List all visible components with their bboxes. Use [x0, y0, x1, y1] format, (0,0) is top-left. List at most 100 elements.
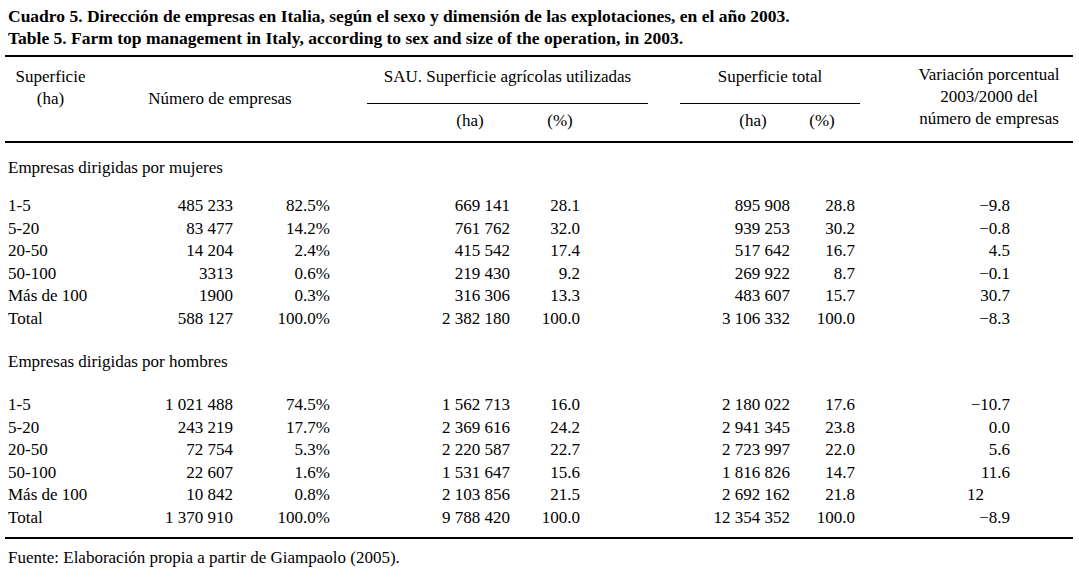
cell-value: 12 354 352 — [580, 508, 790, 528]
cell-value: 2 103 856 — [330, 485, 510, 505]
header-surface-line2: (ha) — [8, 88, 93, 110]
cell-value: 5.3% — [233, 440, 330, 460]
cell-value: 12 — [855, 485, 1010, 505]
cell-value: 243 219 — [140, 418, 233, 438]
row-label: Más de 100 — [8, 485, 140, 505]
cell-value: 22.0 — [790, 440, 855, 460]
header-surface-line1: Superficie — [8, 66, 93, 88]
cell-value: 219 430 — [330, 264, 510, 284]
cell-value: 11.6 — [855, 463, 1010, 483]
cell-value: 0.0 — [855, 418, 1010, 438]
table-row: Total1 370 910100.0%9 788 420 100.012 354… — [8, 508, 1010, 531]
cell-value: 483 607 — [580, 286, 790, 306]
cell-value: 100.0% — [233, 508, 330, 528]
cell-value: 16.7 — [790, 241, 855, 261]
table-body-men: 1-51 021 48874.5%1 562 71316.02 180 0221… — [8, 395, 1010, 531]
table-row: 5-20243 21917.7%2 369 61624.22 941 34523… — [8, 418, 1010, 441]
cell-value: 28.8 — [790, 196, 855, 216]
header-group-sau: SAU. Superficie agrícolas utilizadas — [367, 66, 648, 104]
row-label: 20-50 — [8, 440, 140, 460]
cell-value: 4.5 — [855, 241, 1010, 261]
table-row: 20-5072 7545.3%2 220 58722.72 723 99722.… — [8, 440, 1010, 463]
rule-top — [5, 55, 1073, 57]
row-label: 1-5 — [8, 395, 140, 415]
caption-line-spanish: Cuadro 5. Dirección de empresas en Itali… — [8, 5, 790, 27]
header-variation-line2: 2003/2000 del — [905, 86, 1073, 108]
cell-value: 1 370 910 — [140, 508, 233, 528]
cell-value: 9 788 420 — [330, 508, 510, 528]
header-variation-line3: número de empresas — [905, 108, 1073, 130]
cell-value: 2 692 162 — [580, 485, 790, 505]
cell-value: −0.1 — [855, 264, 1010, 284]
row-label: 50-100 — [8, 463, 140, 483]
cell-value: 14.7 — [790, 463, 855, 483]
cell-value: 2 382 180 — [330, 309, 510, 329]
rule-mid — [5, 141, 1073, 143]
cell-value: −8.9 — [855, 508, 1010, 528]
cell-value: 74.5% — [233, 395, 330, 415]
cell-value: 2.4% — [233, 241, 330, 261]
header-group-total-surface: Superficie total — [680, 66, 860, 104]
cell-value: 1 816 826 — [580, 463, 790, 483]
cell-value: 30.7 — [855, 286, 1010, 306]
source-note: Fuente: Elaboración propia a partir de G… — [8, 548, 400, 568]
cell-value: 30.2 — [790, 219, 855, 239]
cell-value: 939 253 — [580, 219, 790, 239]
table-row: 1-5485 23382.5%669 14128.1895 90828.8−9.… — [8, 196, 1010, 219]
cell-value: 1 021 488 — [140, 395, 233, 415]
cell-value: 21.5 — [510, 485, 580, 505]
cell-value: 2 220 587 — [330, 440, 510, 460]
row-label: 20-50 — [8, 241, 140, 261]
cell-value: 2 723 997 — [580, 440, 790, 460]
cell-value: 100.0 — [790, 508, 855, 528]
section-label-men: Empresas dirigidas por hombres — [8, 352, 228, 372]
row-label: Total — [8, 508, 140, 528]
cell-value: 32.0 — [510, 219, 580, 239]
cell-value: 83 477 — [140, 219, 233, 239]
cell-value: 14 204 — [140, 241, 233, 261]
table-row: 5-2083 47714.2%761 76232.0939 25330.2−0.… — [8, 219, 1010, 242]
row-label: Más de 100 — [8, 286, 140, 306]
table-row: Más de 10010 8420.8%2 103 85621.52 692 1… — [8, 485, 1010, 508]
paper-table-page: Cuadro 5. Dirección de empresas en Itali… — [0, 0, 1079, 577]
table-body-women: 1-5485 23382.5%669 14128.1895 90828.8−9.… — [8, 196, 1010, 332]
cell-value: 82.5% — [233, 196, 330, 216]
cell-value: 24.2 — [510, 418, 580, 438]
table-row: 50-10022 6071.6%1 531 64715.61 816 82614… — [8, 463, 1010, 486]
row-label: 5-20 — [8, 219, 140, 239]
cell-value: 316 306 — [330, 286, 510, 306]
header-number-of-companies: Número de empresas — [130, 88, 310, 110]
cell-value: 9.2 — [510, 264, 580, 284]
cell-value: 72 754 — [140, 440, 233, 460]
cell-value: 269 922 — [580, 264, 790, 284]
cell-value: −10.7 — [855, 395, 1010, 415]
cell-value: 3 106 332 — [580, 309, 790, 329]
row-label: 50-100 — [8, 264, 140, 284]
cell-value: 10 842 — [140, 485, 233, 505]
table-row: 50-10033130.6%219 4309.2269 9228.7−0.1 — [8, 264, 1010, 287]
cell-value: 13.3 — [510, 286, 580, 306]
cell-value: 1900 — [140, 286, 233, 306]
cell-value: 669 141 — [330, 196, 510, 216]
cell-value: 517 642 — [580, 241, 790, 261]
cell-value: −0.8 — [855, 219, 1010, 239]
cell-value: 588 127 — [140, 309, 233, 329]
row-label: 1-5 — [8, 196, 140, 216]
cell-value: 415 542 — [330, 241, 510, 261]
cell-value: 14.2% — [233, 219, 330, 239]
table-row: Total588 127100.0%2 382 180100.03 106 33… — [8, 309, 1010, 332]
cell-value: 1 562 713 — [330, 395, 510, 415]
cell-value: 17.6 — [790, 395, 855, 415]
cell-value: 28.1 — [510, 196, 580, 216]
cell-value: 0.6% — [233, 264, 330, 284]
table-row: 1-51 021 48874.5%1 562 71316.02 180 0221… — [8, 395, 1010, 418]
cell-value: 15.6 — [510, 463, 580, 483]
subheader-total-pct: (%) — [752, 110, 892, 132]
table-row: 20-5014 2042.4%415 54217.4517 64216.74.5 — [8, 241, 1010, 264]
row-label: 5-20 — [8, 418, 140, 438]
caption-line-english: Table 5. Farm top management in Italy, a… — [8, 27, 790, 49]
cell-value: 761 762 — [330, 219, 510, 239]
cell-value: 1 531 647 — [330, 463, 510, 483]
cell-value: 0.3% — [233, 286, 330, 306]
cell-value: 100.0% — [233, 309, 330, 329]
